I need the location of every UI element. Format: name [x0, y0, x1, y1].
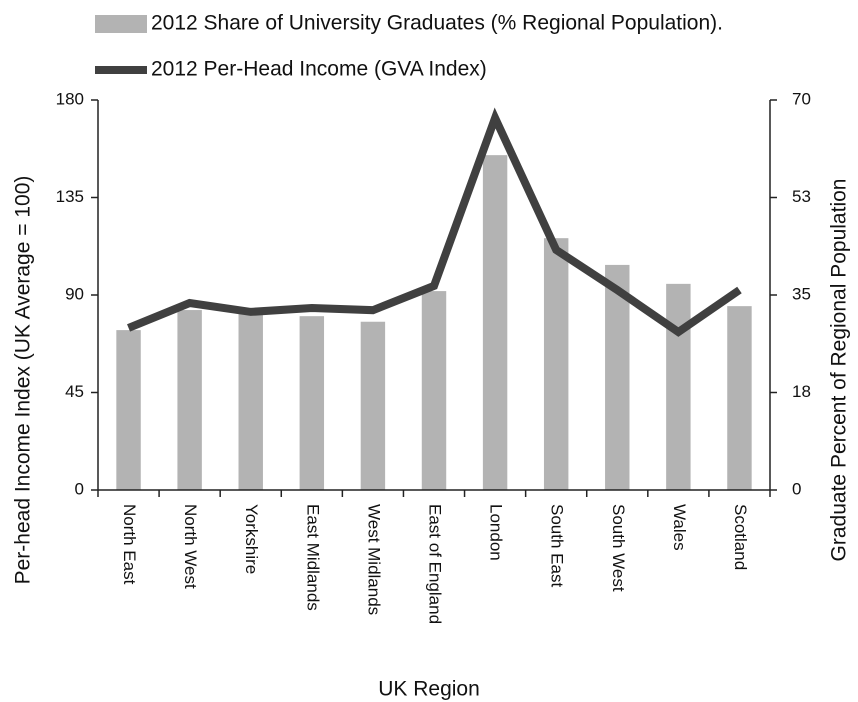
x-tick-label: Yorkshire: [242, 504, 261, 574]
x-tick-label: North East: [120, 504, 139, 585]
line: [127, 107, 742, 337]
x-tick-label: East of England: [426, 504, 445, 624]
legend-label: 2012 Share of University Graduates (% Re…: [151, 12, 723, 35]
y2-tick-label: 70: [792, 89, 811, 108]
bar: [482, 155, 508, 490]
y2-tick-label: 35: [792, 284, 811, 303]
y-tick-label: 0: [75, 479, 84, 498]
x-tick-label: South East: [548, 504, 567, 587]
legend-swatch: [95, 15, 147, 33]
bar: [605, 264, 630, 490]
x-tick-label: South West: [609, 504, 628, 592]
bar: [727, 306, 752, 490]
x-tick-label: West Midlands: [364, 504, 383, 615]
y-tick-label: 135: [56, 187, 84, 206]
x-tick-label: North West: [181, 504, 200, 589]
y-tick-label: 90: [65, 284, 84, 303]
bar: [360, 321, 386, 490]
y2-axis-title: Graduate Percent of Regional Population: [828, 179, 851, 562]
bar: [543, 238, 569, 490]
x-tick-label: London: [487, 504, 506, 561]
bar: [666, 283, 691, 490]
bar: [299, 316, 325, 490]
y2-tick-label: 53: [792, 187, 811, 206]
bar: [116, 330, 141, 490]
y-tick-label: 180: [56, 89, 84, 108]
y2-tick-label: 18: [792, 382, 811, 401]
x-axis-title: UK Region: [378, 678, 480, 701]
bar: [238, 312, 263, 490]
y-tick-label: 45: [65, 382, 84, 401]
x-tick-label: Scotland: [731, 504, 750, 570]
bar: [177, 310, 202, 490]
legend-label: 2012 Per-Head Income (GVA Index): [151, 58, 487, 81]
y2-tick-label: 0: [792, 479, 801, 498]
y-axis-title: Per-head Income Index (UK Average = 100): [12, 176, 35, 585]
x-tick-label: East Midlands: [303, 504, 322, 611]
x-tick-label: Wales: [670, 504, 689, 551]
bar: [421, 291, 447, 490]
